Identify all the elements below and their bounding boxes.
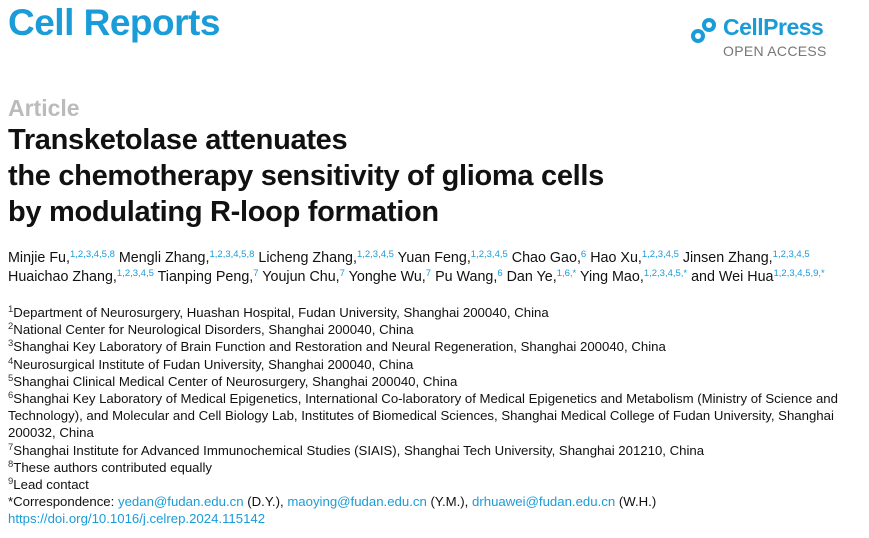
affiliation-mark: 3 [8, 338, 14, 350]
author: Minjie Fu,1,2,3,4,5,8 [8, 250, 115, 266]
affiliation-list: 1Department of Neurosurgery, Huashan Hos… [8, 304, 858, 528]
author-affiliation: 1,2,3,4,5,* [643, 268, 688, 279]
title-line: by modulating R-loop formation [8, 196, 439, 228]
author-name: and Wei Hua [691, 269, 774, 285]
author: Pu Wang,6 [435, 269, 503, 285]
author-name: Tianping Peng, [157, 269, 254, 285]
author-name: Ying Mao, [579, 269, 644, 285]
affiliation-mark: 2 [8, 321, 14, 333]
author: Yuan Feng,1,2,3,4,5 [398, 250, 508, 266]
affiliation-text: Shanghai Institute for Advanced Immunoch… [13, 442, 705, 458]
author-name: Yuan Feng, [397, 250, 471, 266]
contact-initials: (D.Y.), [247, 494, 284, 510]
affiliation: 3Shanghai Key Laboratory of Brain Functi… [8, 338, 858, 355]
correspondence-label: *Correspondence: [8, 494, 115, 510]
author-affiliation: 6 [497, 268, 503, 279]
author: Huaichao Zhang,1,2,3,4,5 [8, 269, 154, 285]
contact-initials: (Y.M.), [430, 494, 469, 510]
affiliation-mark: 5 [8, 372, 14, 384]
author-affiliation: 6 [580, 249, 587, 260]
article-type: Article [8, 95, 80, 121]
correspondence: *Correspondence: yedan@fudan.edu.cn (D.Y… [8, 493, 858, 510]
affiliation: 8These authors contributed equally [8, 459, 858, 476]
affiliation-text: National Center for Neurological Disorde… [13, 322, 414, 338]
affiliation: 5Shanghai Clinical Medical Center of Neu… [8, 373, 858, 390]
author: Youjun Chu,7 [262, 269, 345, 285]
affiliation: 2National Center for Neurological Disord… [8, 321, 858, 338]
author: Chao Gao,6 [512, 250, 586, 266]
author: Licheng Zhang,1,2,3,4,5 [258, 250, 394, 266]
author-name: Youjun Chu, [262, 269, 340, 285]
affiliation-text: Lead contact [13, 477, 89, 493]
affiliation-mark: 7 [8, 441, 14, 453]
affiliation-text: Department of Neurosurgery, Huashan Hosp… [13, 305, 549, 320]
author-affiliation: 1,2,3,4,5 [356, 249, 394, 260]
affiliation-mark: 9 [8, 476, 14, 488]
author-affiliation: 1,2,3,4,5 [470, 249, 508, 260]
author-affiliation: 7 [339, 268, 345, 279]
affiliation: 7Shanghai Institute for Advanced Immunoc… [8, 442, 858, 459]
author-affiliation: 7 [253, 268, 259, 279]
affiliation-mark: 6 [8, 390, 14, 402]
author: Ying Mao,1,2,3,4,5,* [580, 269, 687, 285]
email-link[interactable]: maoying@fudan.edu.cn [287, 494, 427, 510]
affiliation-text: Shanghai Key Laboratory of Brain Functio… [13, 339, 666, 355]
affiliation-text: These authors contributed equally [13, 459, 212, 475]
article-title: Transketolase attenuates the chemotherapy… [8, 122, 604, 230]
author: and Wei Hua1,2,3,4,5,9,* [691, 269, 825, 285]
author: Jinsen Zhang,1,2,3,4,5 [683, 250, 810, 266]
affiliation-text: Shanghai Clinical Medical Center of Neur… [13, 373, 458, 389]
author: Yonghe Wu,7 [349, 269, 431, 285]
author-affiliation: 1,2,3,4,5,8 [209, 249, 255, 260]
author-name: Mengli Zhang, [118, 250, 210, 266]
author-affiliation: 1,2,3,4,5,9,* [773, 268, 825, 279]
author-affiliation: 1,6,* [556, 268, 577, 279]
affiliation: 9Lead contact [8, 476, 858, 493]
title-line: Transketolase attenuates [8, 124, 348, 156]
author-affiliation: 7 [425, 268, 432, 279]
email-link[interactable]: drhuawei@fudan.edu.cn [472, 494, 616, 510]
affiliation-mark: 8 [8, 458, 14, 470]
author-affiliation: 1,2,3,4,5 [772, 249, 810, 260]
author-name: Minjie Fu, [8, 250, 70, 266]
affiliation-text: Neurosurgical Institute of Fudan Univers… [13, 356, 414, 372]
affiliation-text: Shanghai Key Laboratory of Medical Epige… [8, 391, 838, 441]
affiliation: 1Department of Neurosurgery, Huashan Hos… [8, 304, 858, 321]
publisher-icon [691, 18, 716, 43]
author-name: Yonghe Wu, [348, 269, 426, 285]
author: Mengli Zhang,1,2,3,4,5,8 [119, 250, 255, 266]
affiliation-mark: 1 [8, 304, 14, 315]
author-name: Dan Ye, [506, 269, 557, 285]
author: Tianping Peng,7 [158, 269, 259, 285]
doi-link[interactable]: https://doi.org/10.1016/j.celrep.2024.11… [8, 511, 266, 527]
author-name: Licheng Zhang, [258, 250, 357, 266]
author-name: Hao Xu, [590, 250, 642, 266]
affiliation: 4Neurosurgical Institute of Fudan Univer… [8, 356, 858, 373]
author-affiliation: 1,2,3,4,5 [116, 268, 154, 279]
author-affiliation: 1,2,3,4,5,8 [69, 249, 115, 260]
publisher-logo[interactable]: CellPress OPEN ACCESS [689, 12, 849, 64]
affiliation: 6Shanghai Key Laboratory of Medical Epig… [8, 390, 858, 442]
author-name: Huaichao Zhang, [8, 269, 117, 285]
author-name: Pu Wang, [435, 269, 498, 285]
author-name: Chao Gao, [511, 250, 581, 266]
author-name: Jinsen Zhang, [682, 250, 773, 266]
access-label: OPEN ACCESS [723, 43, 827, 59]
affiliation-mark: 4 [8, 355, 14, 367]
journal-name[interactable]: Cell Reports [8, 2, 220, 43]
email-link[interactable]: yedan@fudan.edu.cn [117, 494, 244, 510]
author-list: Minjie Fu,1,2,3,4,5,8 Mengli Zhang,1,2,3… [8, 249, 858, 287]
publisher-name: CellPress [723, 14, 824, 40]
author: Hao Xu,1,2,3,4,5 [590, 250, 679, 266]
author-affiliation: 1,2,3,4,5 [641, 249, 679, 260]
author: Dan Ye,1,6,* [507, 269, 577, 285]
title-line: the chemotherapy sensitivity of glioma c… [8, 160, 604, 192]
contact-initials: (W.H.) [618, 494, 657, 510]
doi-row: https://doi.org/10.1016/j.celrep.2024.11… [8, 510, 858, 527]
